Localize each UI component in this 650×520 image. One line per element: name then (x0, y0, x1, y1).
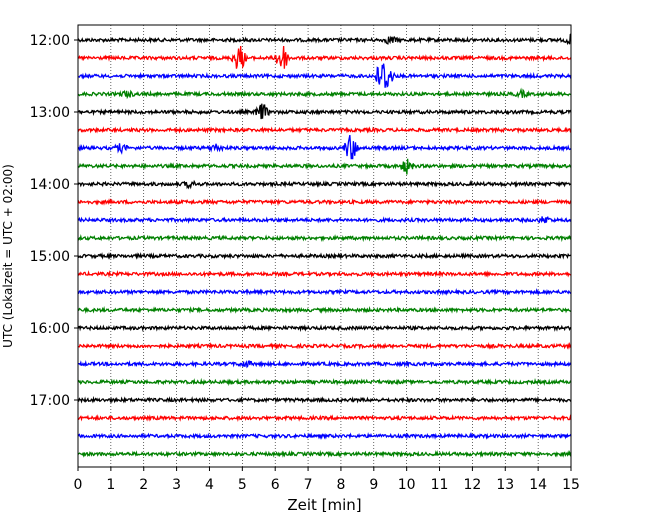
trace-row (77, 449, 572, 459)
trace-row (77, 103, 572, 120)
trace-row (77, 63, 572, 88)
trace-row (77, 87, 572, 100)
trace-row (77, 432, 572, 440)
trace-row (78, 305, 572, 315)
x-tick-label: 14 (529, 477, 547, 493)
y-tick-label: 12:00 (30, 33, 70, 49)
trace-row (77, 33, 572, 46)
x-tick-label: 9 (369, 477, 378, 493)
trace-row (77, 179, 572, 190)
seismic-traces (77, 33, 572, 459)
y-axis-ticks: 12:00 13:00 14:00 15:00 16:00 17:00 (30, 33, 78, 409)
y-axis-label: UTC (Lokalzeit = UTC + 02:00) (1, 164, 15, 348)
x-axis-ticks: 0 1 2 3 4 5 6 7 8 9 10 11 12 13 14 15 (74, 467, 580, 493)
x-tick-label: 6 (271, 477, 280, 493)
y-tick-label: 14:00 (30, 177, 70, 193)
trace-row (77, 269, 572, 278)
trace-row (77, 233, 572, 243)
x-tick-label: 7 (304, 477, 313, 493)
trace-row (77, 46, 572, 70)
trace-row (77, 377, 572, 387)
x-tick-label: 1 (106, 477, 115, 493)
y-tick-label: 16:00 (30, 321, 70, 337)
trace-row (77, 288, 572, 296)
x-tick-label: 3 (172, 477, 181, 493)
y-tick-label: 17:00 (30, 393, 70, 409)
trace-row (77, 395, 572, 404)
x-tick-label: 11 (431, 477, 449, 493)
x-tick-label: 15 (562, 477, 580, 493)
trace-row (77, 126, 572, 135)
y-tick-label: 13:00 (30, 105, 70, 121)
x-tick-label: 4 (205, 477, 214, 493)
trace-row (77, 134, 572, 160)
x-tick-label: 13 (496, 477, 514, 493)
trace-row (77, 341, 572, 351)
x-axis-label: Zeit [min] (287, 496, 361, 514)
x-tick-label: 12 (463, 477, 481, 493)
x-tick-label: 2 (139, 477, 148, 493)
x-tick-label: 5 (238, 477, 247, 493)
trace-row (77, 198, 572, 207)
plot-frame (77, 24, 572, 468)
x-tick-label: 0 (74, 477, 83, 493)
y-tick-label: 15:00 (30, 249, 70, 265)
trace-row (77, 414, 572, 422)
x-tick-label: 8 (336, 477, 345, 493)
trace-row (77, 324, 572, 333)
trace-row (77, 360, 572, 369)
x-tick-label: 10 (398, 477, 416, 493)
trace-row (77, 251, 572, 260)
trace-row (77, 216, 572, 224)
trace-row (77, 158, 572, 175)
